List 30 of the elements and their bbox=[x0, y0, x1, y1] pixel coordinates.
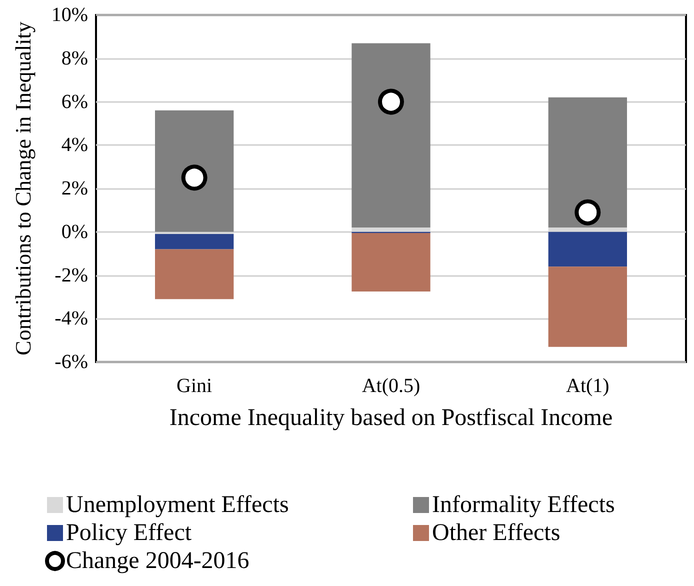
legend-label: Unemployment Effects bbox=[66, 492, 289, 518]
y-tick-label: -4% bbox=[54, 308, 88, 330]
bar bbox=[548, 232, 627, 267]
point bbox=[181, 164, 208, 191]
x-tick-label: Gini bbox=[176, 375, 213, 397]
y-tick-label: 4% bbox=[61, 134, 88, 156]
legend-label: Other Effects bbox=[432, 520, 560, 546]
bar bbox=[155, 234, 234, 250]
y-tick-label: 8% bbox=[61, 47, 88, 70]
legend-label: Informality Effects bbox=[432, 492, 615, 518]
legend-label: Change 2004-2016 bbox=[66, 548, 250, 574]
y-tick-label: -6% bbox=[54, 351, 88, 373]
x-tick-label: At(1) bbox=[566, 375, 610, 397]
bar bbox=[548, 97, 627, 228]
bar bbox=[548, 266, 627, 347]
point bbox=[574, 199, 601, 226]
y-tick-label: 10% bbox=[51, 4, 88, 26]
legend-label: Policy Effect bbox=[66, 520, 192, 546]
y-axis-title: Contributions to Change in Inequality bbox=[10, 22, 36, 356]
bar bbox=[352, 43, 430, 228]
bar bbox=[155, 110, 234, 232]
y-tick-label: 2% bbox=[61, 178, 88, 200]
bar bbox=[155, 249, 234, 300]
bar bbox=[352, 232, 430, 292]
y-tick-label: -2% bbox=[54, 264, 88, 286]
y-tick-label: 6% bbox=[61, 90, 88, 113]
x-tick-label: At(0.5) bbox=[362, 375, 420, 397]
x-axis-title: Income Inequality based on Postfiscal Income bbox=[169, 405, 613, 431]
y-tick-label: 0% bbox=[61, 220, 88, 243]
point bbox=[378, 88, 404, 115]
